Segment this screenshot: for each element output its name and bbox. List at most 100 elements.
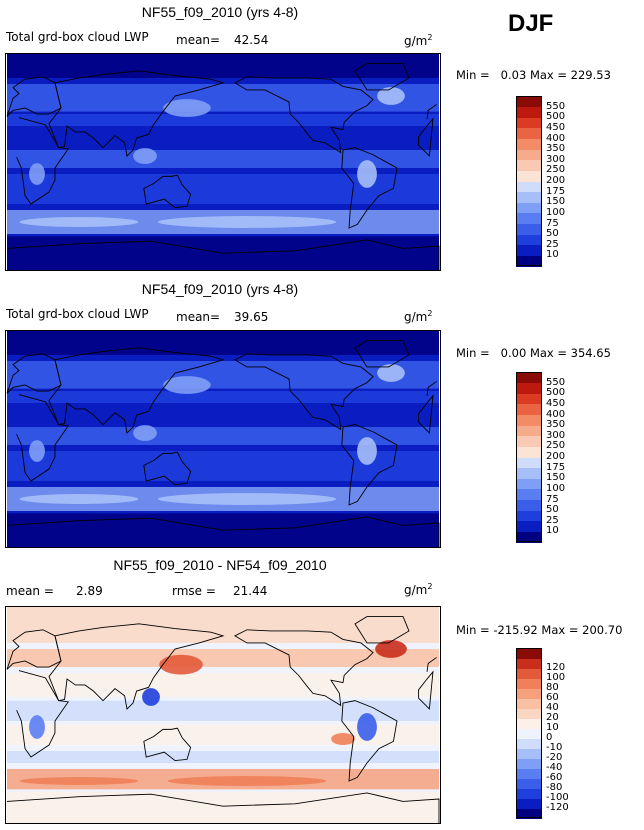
panel-2-min-label: Min = bbox=[456, 346, 490, 360]
panel-1-colorbar-tick-label: 50 bbox=[546, 228, 559, 240]
coastline bbox=[143, 451, 192, 486]
panel-2-mean-label: mean= bbox=[176, 310, 221, 324]
panel-2-min-value: 0.00 bbox=[500, 346, 527, 360]
panel-1-title: NF55_f09_2010 (yrs 4-8) bbox=[141, 4, 299, 20]
panel-2-colorbar-tick-label: 200 bbox=[546, 451, 566, 462]
panel-2-colorbar-swatch bbox=[516, 488, 542, 500]
panel-1-colorbar-swatch bbox=[516, 181, 542, 193]
panel-1-colorbar-swatch bbox=[516, 234, 542, 246]
panel-1-colorbar-tick-label: 500 bbox=[546, 111, 566, 123]
panel-2-colorbar-swatch bbox=[516, 446, 542, 458]
panel-1-units: g/m2 bbox=[404, 33, 433, 48]
panel-3-colorbar: -120 -100 -80 -60 -40 -20 -10 0 10 20 40 60 80 100 120 bbox=[516, 648, 569, 819]
panel-1-colorbar-tick-label: 450 bbox=[546, 121, 566, 133]
panel-3-colorbar-swatch bbox=[516, 798, 542, 809]
panel-3-mean-label: mean = bbox=[6, 584, 54, 598]
panel-2-colorbar-swatch bbox=[516, 372, 542, 384]
panel-1-colorbar-tick-label: 10 bbox=[546, 249, 559, 261]
panel-2-colorbar-swatch bbox=[516, 520, 542, 532]
coastline bbox=[48, 623, 225, 710]
panel-3-colorbar-swatch bbox=[516, 768, 542, 779]
panel-3-colorbar-swatch bbox=[516, 698, 542, 709]
panel-1-field-label: Total grd-box cloud LWP bbox=[6, 30, 149, 44]
coastline bbox=[143, 727, 192, 762]
panel-1-colorbar: 10 25 50 75 100 150 175 200 250 300 350 400 450 500 55… bbox=[516, 96, 565, 267]
coastline bbox=[234, 353, 374, 431]
coastline bbox=[48, 347, 225, 434]
panel-2-units: g/m2 bbox=[404, 309, 433, 324]
panel-3-colorbar-swatch bbox=[516, 708, 542, 719]
coastline bbox=[16, 117, 434, 205]
coastline bbox=[16, 394, 434, 482]
coastline bbox=[341, 700, 398, 782]
panel-2-colorbar: 10 25 50 75 100 150 175 200 250 300 350 400 450 500 55… bbox=[516, 372, 565, 543]
panel-2-colorbar-swatch bbox=[516, 393, 542, 405]
panel-2-colorbar-swatch bbox=[516, 457, 542, 469]
coastline bbox=[354, 616, 410, 644]
panel-3-colorbar-swatch bbox=[516, 668, 542, 679]
panel-1-colorbar-swatch bbox=[516, 191, 542, 203]
panel-3-rmse-label: rmse = bbox=[172, 584, 216, 598]
panel-2-map bbox=[5, 330, 441, 548]
panel-2-colorbar-tick-label: 400 bbox=[546, 408, 566, 420]
panel-2-title: NF54_f09_2010 (yrs 4-8) bbox=[141, 281, 299, 297]
coastline bbox=[354, 340, 410, 368]
panel-3-colorbar-tick-label: -100 bbox=[546, 792, 569, 803]
panel-3-colorbar-swatch bbox=[516, 778, 542, 789]
panel-1-colorbar-tick-label: 175 bbox=[546, 185, 566, 197]
panel-1-colorbar-tick-label: 550 bbox=[546, 100, 566, 112]
panel-1-colorbar-swatch bbox=[516, 255, 542, 267]
panel-3-colorbar-tick-label: 60 bbox=[546, 692, 559, 703]
panel-3-min-value: -215.92 bbox=[493, 623, 538, 637]
panel-1-mean-label: mean= bbox=[176, 33, 221, 47]
panel-2-colorbar-tick-label: 100 bbox=[546, 482, 566, 494]
panel-3-colorbar-swatch bbox=[516, 738, 542, 749]
panel-3-colorbar-tick-label: -80 bbox=[546, 782, 563, 793]
panel-2-max-value: 354.65 bbox=[570, 346, 611, 360]
panel-1-colorbar-swatch bbox=[516, 223, 542, 235]
panel-3-map bbox=[5, 606, 441, 824]
panel-3-rmse-value: 21.44 bbox=[233, 584, 268, 598]
panel-1-colorbar-swatch bbox=[516, 117, 542, 129]
panel-2-colorbar-tick-label: 250 bbox=[546, 440, 566, 452]
panel-1-minmax: Min = 0.03 Max = 229.53 bbox=[456, 68, 611, 82]
panel-2-max-label: Max = bbox=[529, 346, 568, 360]
panel-1-min-label: Min = bbox=[456, 68, 490, 82]
panel-1-colorbar-swatch bbox=[516, 170, 542, 182]
panel-1-colorbar-swatch bbox=[516, 159, 542, 171]
coastline bbox=[341, 424, 398, 506]
panel-1-colorbar-tick-label: 250 bbox=[546, 164, 566, 176]
season-label: DJF bbox=[508, 10, 554, 37]
panel-3-units: g/m2 bbox=[404, 582, 433, 597]
coastline bbox=[234, 629, 374, 707]
panel-2-colorbar-tick-label: 75 bbox=[546, 493, 559, 505]
panel-2-colorbar-tick-label: 500 bbox=[546, 387, 566, 399]
panel-2-field-label: Total grd-box cloud LWP bbox=[6, 307, 149, 321]
panel-1-colorbar-tick-label: 75 bbox=[546, 217, 559, 229]
coastline bbox=[6, 792, 440, 823]
panel-3-max-label: Max = bbox=[541, 623, 579, 637]
panel-2-colorbar-swatch bbox=[516, 382, 542, 394]
coastline bbox=[6, 239, 440, 270]
panel-2-colorbar-tick-label: 450 bbox=[546, 397, 566, 409]
panel-3-colorbar-tick-label: 120 bbox=[546, 662, 566, 673]
panel-3-colorbar-tick-label: -60 bbox=[546, 772, 563, 783]
panel-3-colorbar-swatch bbox=[516, 728, 542, 739]
panel-3-mean-value: 2.89 bbox=[76, 584, 103, 598]
panel-1-colorbar-tick-label: 200 bbox=[546, 175, 566, 186]
coastline bbox=[354, 63, 410, 91]
panel-2-colorbar-tick-label: 50 bbox=[546, 504, 559, 516]
panel-3-colorbar-tick-label: 80 bbox=[546, 682, 559, 693]
panel-2-colorbar-tick-label: 10 bbox=[546, 525, 559, 537]
panel-1-colorbar-tick-label: 350 bbox=[546, 143, 566, 155]
panel-2-colorbar-swatch bbox=[516, 510, 542, 522]
panel-2-mean-value: 39.65 bbox=[234, 310, 269, 324]
panel-1-colorbar-tick-label: 100 bbox=[546, 206, 566, 218]
panel-3-colorbar-swatch bbox=[516, 718, 542, 729]
panel-1-colorbar-swatch bbox=[516, 149, 542, 161]
panel-1-colorbar-swatch bbox=[516, 96, 542, 108]
panel-3-colorbar-swatch bbox=[516, 758, 542, 769]
panel-1-mean-value: 42.54 bbox=[234, 33, 269, 47]
panel-2-colorbar-swatch bbox=[516, 435, 542, 447]
panel-1-colorbar-swatch bbox=[516, 212, 542, 224]
